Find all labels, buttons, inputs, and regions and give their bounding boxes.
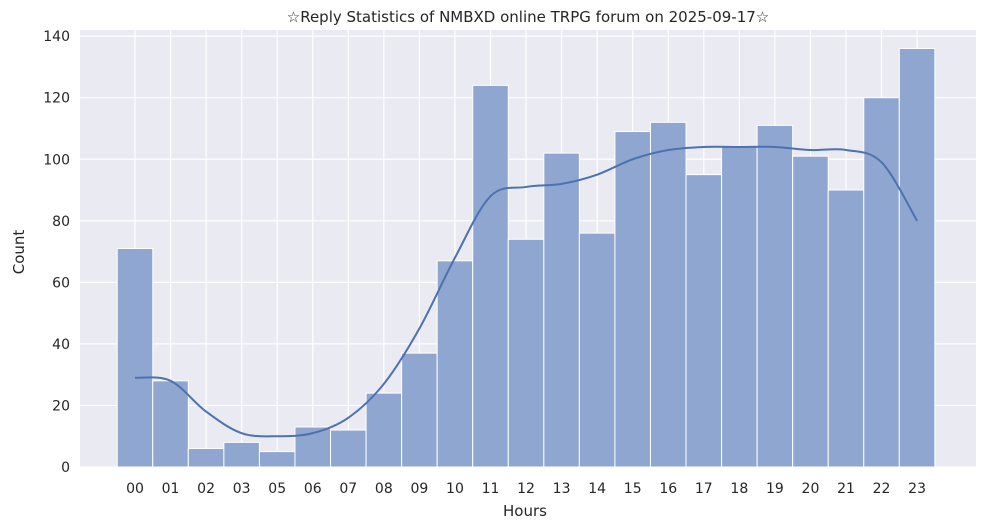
x-tick-label: 11 (482, 481, 500, 497)
histogram-bar (649, 121, 687, 468)
y-tick-label: 0 (61, 460, 70, 476)
x-tick-label: 19 (766, 481, 784, 497)
x-tick-labels: 00 01 02 03 05 06 07 08 09 10 11 12 13 14 15 16 17 18 19 20… (126, 481, 926, 497)
histogram-bar (436, 260, 474, 468)
histogram-bar (116, 248, 154, 468)
histogram-bar (898, 47, 936, 468)
histogram-bar (827, 189, 865, 468)
histogram-bar (614, 131, 651, 468)
histogram-bar (401, 352, 438, 468)
x-tick-label: 09 (410, 481, 428, 497)
histogram-bar (578, 232, 616, 468)
chart-title: ☆Reply Statistics of NMBXD online TRPG f… (287, 8, 770, 26)
histogram-bar (721, 146, 758, 468)
x-tick-label: 15 (624, 481, 642, 497)
x-tick-label: 00 (126, 481, 144, 497)
x-tick-label: 07 (339, 481, 357, 497)
x-tick-label: 13 (553, 481, 571, 497)
y-axis-label: Count (10, 230, 28, 275)
x-tick-label: 21 (837, 481, 855, 497)
x-axis-label: Hours (503, 502, 547, 520)
y-tick-label: 140 (43, 29, 70, 45)
histogram-bar (507, 238, 545, 468)
histogram-bar (258, 451, 296, 468)
histogram-bar (365, 392, 403, 468)
x-tick-label: 17 (695, 481, 713, 497)
x-tick-label: 03 (233, 481, 251, 497)
x-tick-label: 20 (802, 481, 820, 497)
histogram-bar (756, 124, 794, 468)
histogram-bar (152, 380, 189, 468)
bars (116, 47, 936, 468)
histogram-bar (863, 97, 900, 468)
x-tick-label: 18 (730, 481, 748, 497)
histogram-bar (472, 84, 509, 468)
y-tick-label: 80 (52, 214, 70, 230)
x-tick-label: 10 (446, 481, 464, 497)
y-tick-label: 100 (43, 152, 70, 168)
x-tick-label: 06 (304, 481, 322, 497)
x-tick-label: 16 (659, 481, 677, 497)
histogram-bar (792, 155, 829, 468)
histogram-bar (330, 429, 367, 468)
histogram-bar (543, 152, 580, 468)
histogram-bar (223, 441, 260, 468)
x-tick-label: 02 (197, 481, 215, 497)
histogram-bar (187, 448, 225, 468)
x-tick-label: 14 (588, 481, 606, 497)
y-tick-label: 60 (52, 275, 70, 291)
y-tick-labels: 0 20 40 60 80 100 120 140 (43, 29, 70, 476)
y-tick-label: 120 (43, 91, 70, 107)
x-tick-label: 05 (268, 481, 286, 497)
x-tick-label: 08 (375, 481, 393, 497)
x-tick-label: 01 (162, 481, 180, 497)
y-tick-label: 40 (52, 337, 70, 353)
x-tick-label: 12 (517, 481, 535, 497)
x-tick-label: 22 (873, 481, 891, 497)
y-tick-label: 20 (52, 398, 70, 414)
kde-line (134, 145, 918, 438)
histogram-bar (685, 174, 723, 468)
x-tick-label: 23 (908, 481, 926, 497)
